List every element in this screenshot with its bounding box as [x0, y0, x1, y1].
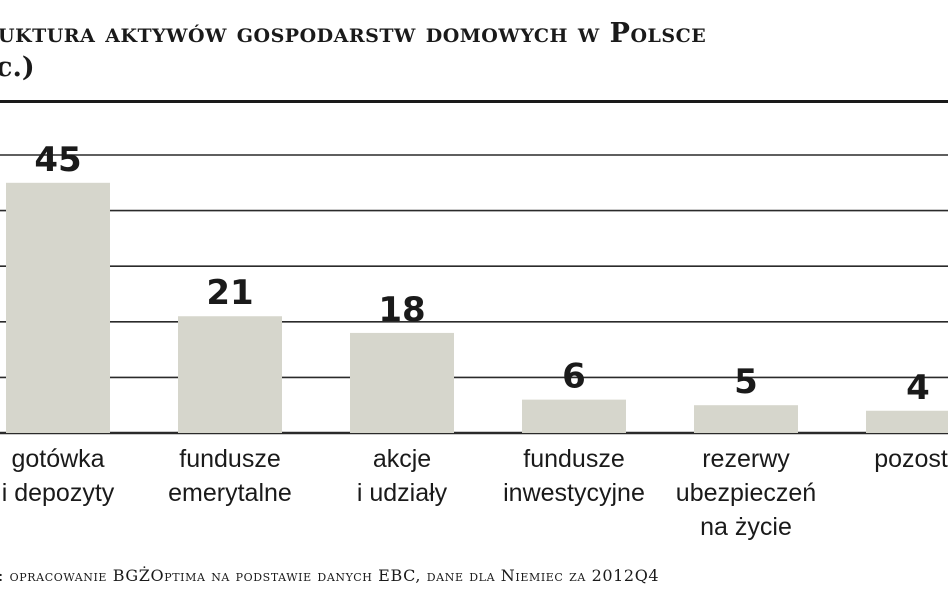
bar [694, 405, 798, 433]
category-label: rezerwy [702, 445, 790, 473]
category-label: i depozyty [2, 479, 115, 507]
category-label: i udziały [357, 479, 448, 507]
bars [6, 182, 948, 433]
bar [522, 399, 626, 433]
category-label: fundusze [523, 445, 624, 473]
category-label: gotówka [11, 445, 104, 473]
category-label: akcje [373, 445, 431, 473]
value-labels: 45 21 18 6 5 4 [34, 140, 930, 408]
gridlines [0, 154, 948, 435]
category-label: emerytalne [168, 479, 292, 507]
data-label: 18 [378, 290, 425, 330]
data-label: 21 [206, 273, 253, 313]
category-label: inwestycyjne [503, 479, 645, 507]
data-label: 5 [734, 362, 758, 402]
category-label: fundusze [179, 445, 280, 473]
bar [350, 332, 454, 433]
chart-title: uktura aktywów gospodarstw domowych w Po… [0, 18, 707, 49]
data-label: 45 [34, 140, 81, 180]
bar [178, 316, 282, 433]
data-label: 4 [906, 368, 930, 408]
bar [6, 182, 110, 433]
category-labels: gotówka i depozyty fundusze emerytalne akcje… [2, 445, 948, 541]
source-note: : opracowanie BGŻOptima na podstawie dan… [0, 566, 660, 585]
data-label: 6 [562, 357, 586, 397]
category-label: na życie [700, 513, 792, 541]
category-label: ubezpieczeń [676, 479, 816, 507]
chart-subtitle: c.) [0, 52, 35, 83]
bar-chart: 45 21 18 6 5 4 gotówka i depozyty fundusze emery… [0, 140, 948, 541]
top-rule [0, 100, 948, 103]
category-label: pozosta [874, 445, 948, 473]
bar [866, 410, 948, 433]
